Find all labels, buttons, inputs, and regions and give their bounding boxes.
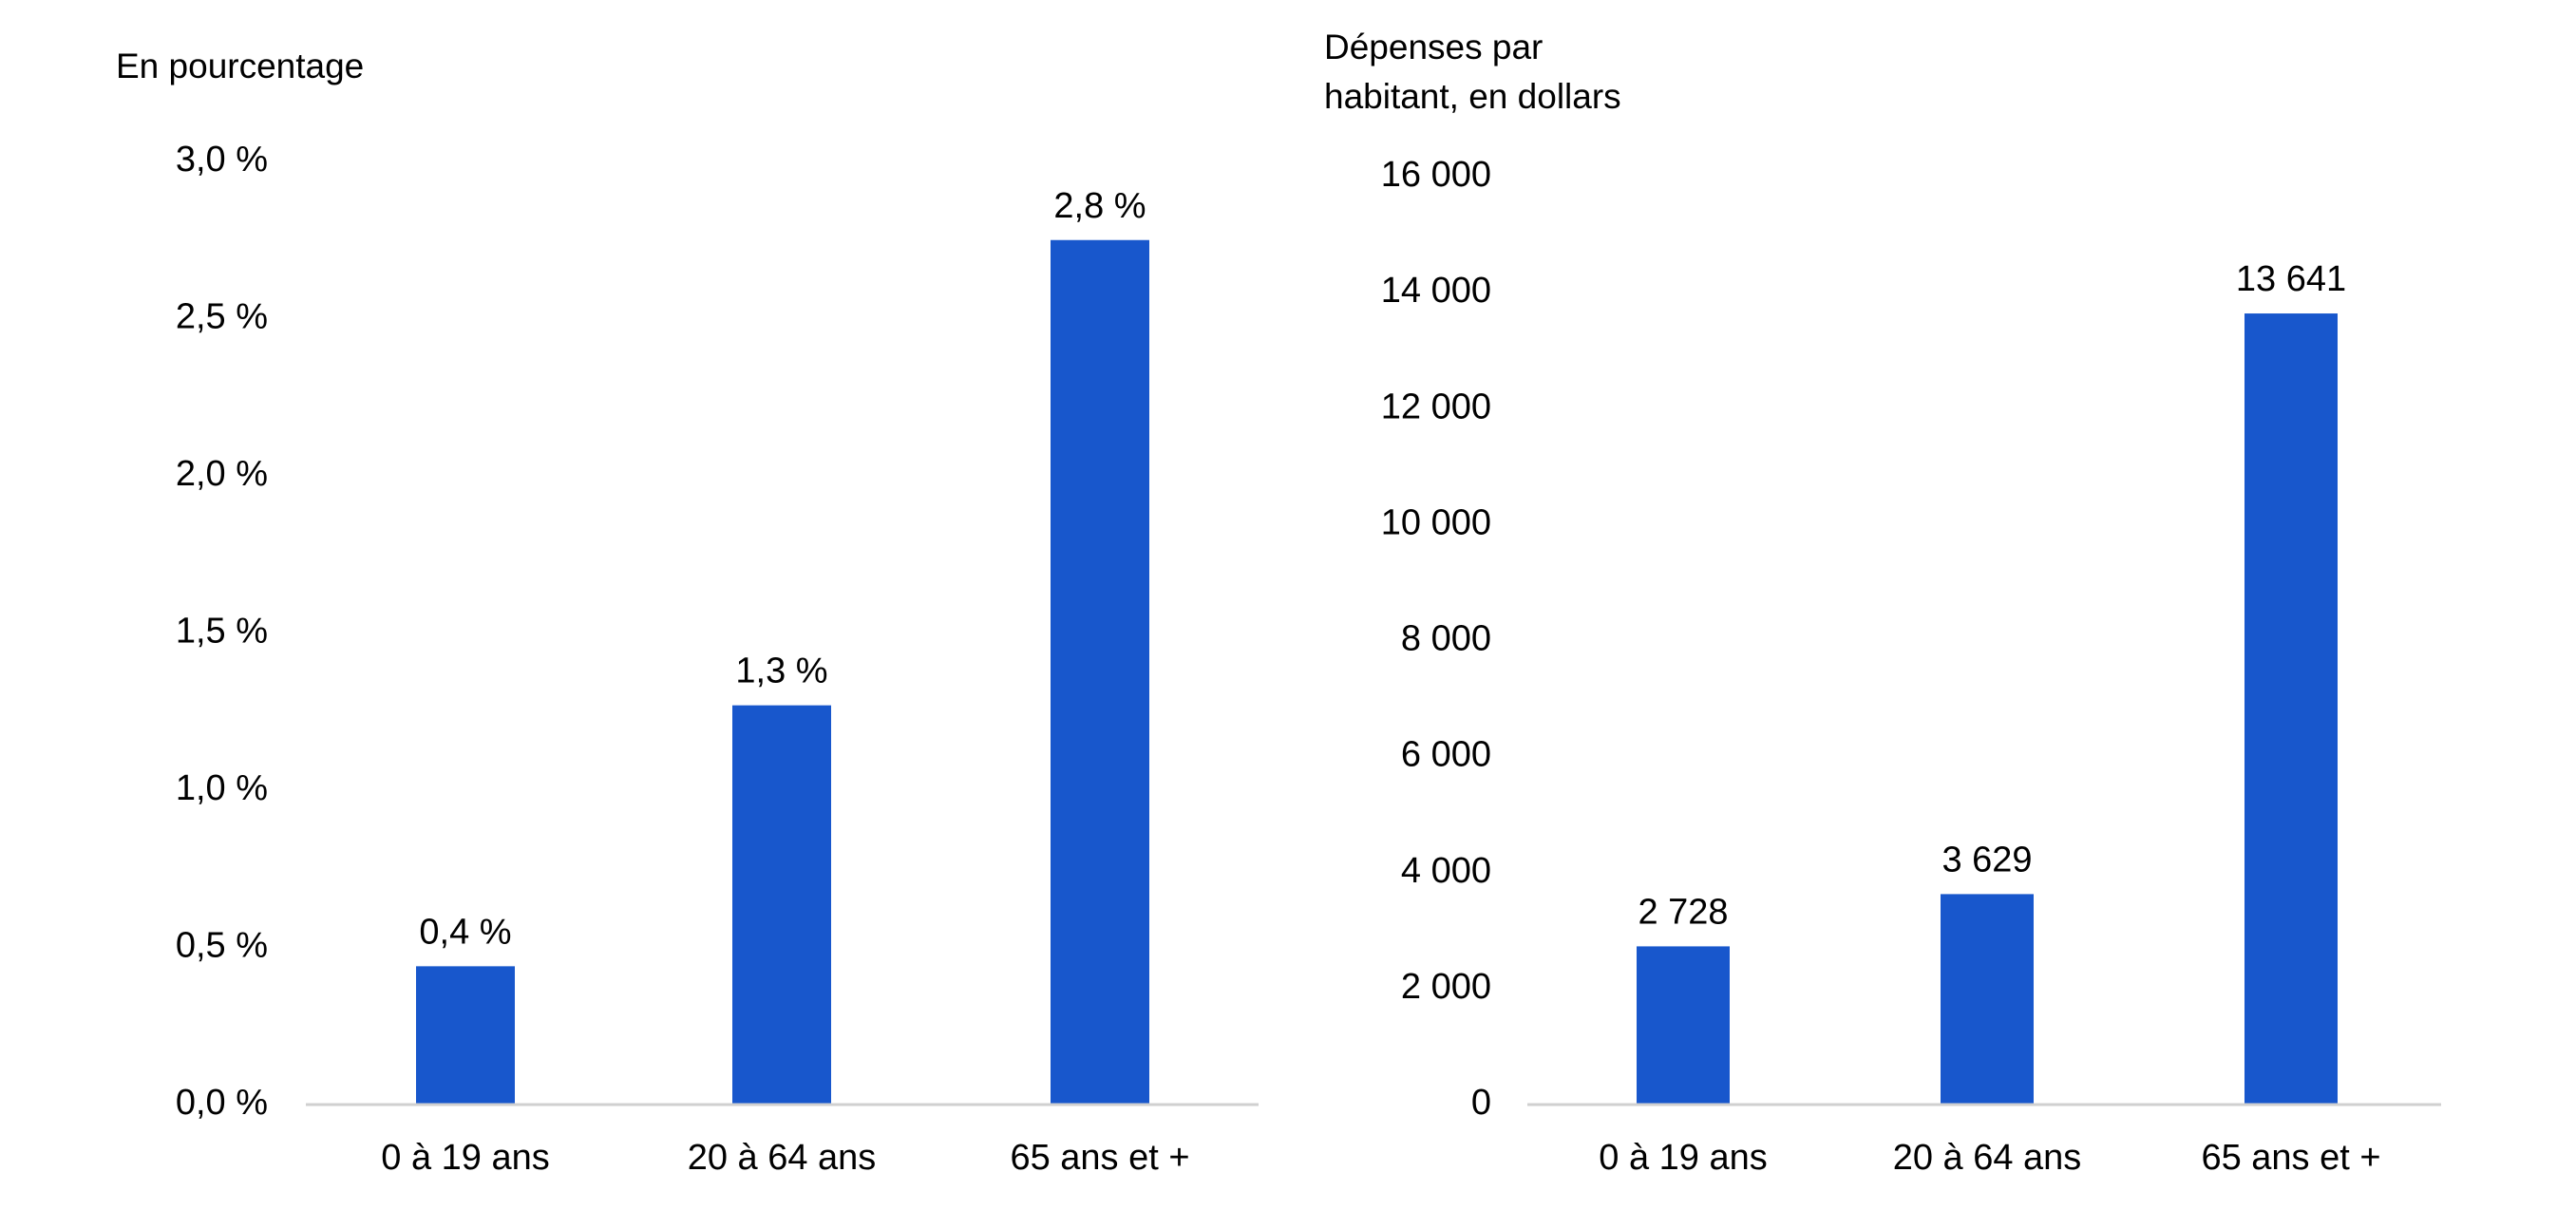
y-tick-label: 16 000 bbox=[1381, 155, 1491, 195]
data-label: 2,8 % bbox=[1053, 186, 1146, 226]
y-tick-label: 2,0 % bbox=[176, 454, 268, 494]
y-tick-label: 8 000 bbox=[1401, 619, 1491, 659]
data-label: 2 728 bbox=[1638, 892, 1728, 932]
x-tick-label: 65 ans et + bbox=[1010, 1138, 1189, 1178]
left-chart-plot: 0,0 % 0,5 % 1,0 % 1,5 % 2,0 % 2,5 % 3,0 % 0,4 %… bbox=[176, 140, 1259, 1178]
y-tick-label: 4 000 bbox=[1401, 851, 1491, 891]
x-tick-label: 20 à 64 ans bbox=[688, 1138, 877, 1178]
bar bbox=[1051, 239, 1149, 1105]
bar bbox=[2245, 313, 2338, 1105]
x-tick-label: 20 à 64 ans bbox=[1893, 1138, 2082, 1178]
x-tick-label: 0 à 19 ans bbox=[381, 1138, 549, 1178]
y-axis-title: Dépenses par habitant, en dollars bbox=[1324, 28, 1621, 116]
bar bbox=[1637, 946, 1730, 1105]
y-tick-label: 1,5 % bbox=[176, 612, 268, 652]
y-tick-label: 10 000 bbox=[1381, 502, 1491, 542]
data-label: 13 641 bbox=[2236, 259, 2346, 299]
y-tick-label: 0,0 % bbox=[176, 1083, 268, 1123]
y-tick-label: 3,0 % bbox=[176, 140, 268, 180]
y-tick-label: 0 bbox=[1471, 1083, 1491, 1123]
right-chart: Dépenses par habitant, en dollars 0 2 000… bbox=[1288, 0, 2576, 1210]
bar bbox=[1941, 894, 2034, 1105]
x-tick-label: 0 à 19 ans bbox=[1599, 1138, 1767, 1178]
y-tick-label: 1,0 % bbox=[176, 768, 268, 808]
y-tick-label: 6 000 bbox=[1401, 735, 1491, 775]
y-tick-label: 14 000 bbox=[1381, 271, 1491, 311]
data-label: 1,3 % bbox=[735, 652, 827, 691]
right-chart-plot: 0 2 000 4 000 6 000 8 000 10 000 12 000 14 000 1… bbox=[1381, 155, 2441, 1178]
bar bbox=[416, 966, 515, 1105]
y-tick-label: 12 000 bbox=[1381, 387, 1491, 426]
x-tick-label: 65 ans et + bbox=[2201, 1138, 2380, 1178]
data-label: 0,4 % bbox=[419, 912, 511, 952]
y-axis-title: En pourcentage bbox=[116, 47, 365, 85]
bar bbox=[732, 705, 831, 1105]
data-label: 3 629 bbox=[1941, 840, 2032, 879]
y-tick-label: 2,5 % bbox=[176, 297, 268, 337]
y-tick-label: 0,5 % bbox=[176, 926, 268, 966]
left-chart: En pourcentage 0,0 % 0,5 % 1,0 % 1,5 % 2,0 %… bbox=[116, 47, 1259, 1178]
y-tick-label: 2 000 bbox=[1401, 967, 1491, 1007]
